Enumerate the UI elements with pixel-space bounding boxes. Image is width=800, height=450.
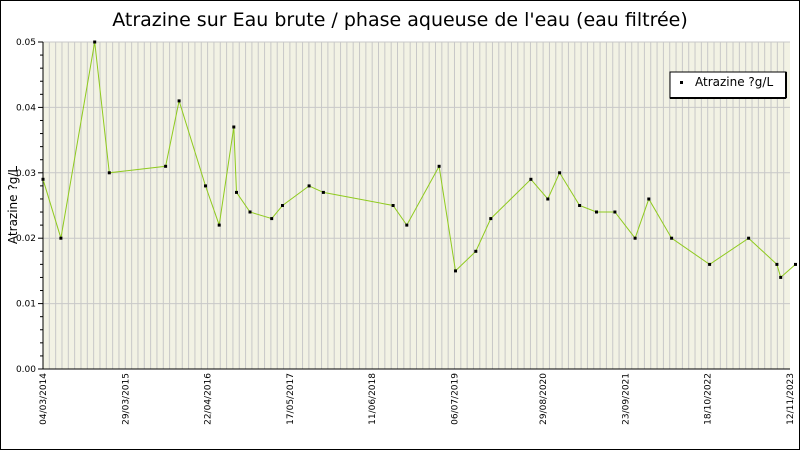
- x-tick-label: 23/09/2021: [621, 373, 631, 425]
- y-tick-label: 0.01: [16, 300, 36, 310]
- data-point: [391, 204, 395, 207]
- data-point: [474, 249, 478, 253]
- data-point: [232, 125, 236, 129]
- x-tick-label: 29/03/2015: [121, 373, 131, 425]
- axes: [38, 41, 790, 370]
- chart-title: Atrazine sur Eau brute / phase aqueuse d…: [112, 9, 688, 31]
- data-point: [59, 236, 63, 240]
- data-point: [595, 210, 598, 214]
- data-point: [779, 275, 783, 279]
- data-point: [177, 99, 181, 103]
- data-point: [775, 262, 779, 266]
- data-point: [107, 171, 111, 175]
- data-point: [281, 204, 284, 207]
- x-tick-label: 18/10/2022: [704, 373, 714, 425]
- legend-marker: [680, 81, 683, 84]
- series-layer: [41, 40, 797, 279]
- x-tick-label: 12/11/2023: [786, 373, 796, 425]
- legend-label: Atrazine ?g/L: [695, 75, 773, 89]
- data-point: [41, 177, 45, 181]
- data-point: [578, 204, 582, 207]
- data-point: [708, 262, 712, 266]
- data-point: [217, 223, 221, 227]
- legend-box: [669, 71, 787, 99]
- data-point: [489, 217, 493, 221]
- data-point: [235, 190, 238, 194]
- tick-labels: 0.00 0.01 0.02 0.03 0.04 0.05 04/03/2014 29/03/…: [16, 38, 796, 425]
- data-point: [307, 184, 311, 188]
- data-point: [437, 164, 441, 168]
- data-point: [405, 223, 409, 227]
- legend: Atrazine ?g/L: [669, 71, 787, 99]
- data-point: [164, 164, 168, 168]
- data-point: [794, 262, 797, 266]
- data-point: [270, 217, 274, 221]
- data-point: [529, 177, 533, 181]
- data-point: [93, 40, 97, 44]
- x-tick-label: 22/04/2016: [204, 373, 214, 425]
- data-point: [613, 210, 617, 214]
- data-point: [633, 236, 637, 240]
- data-point: [647, 197, 651, 201]
- y-axis-label: Atrazine ?g/L: [6, 166, 20, 244]
- y-tick-label: 0.00: [16, 365, 36, 375]
- data-point: [747, 236, 751, 240]
- x-tick-label: 06/07/2019: [450, 373, 460, 425]
- data-point: [321, 190, 325, 194]
- y-tick-label: 0.02: [16, 234, 36, 244]
- data-point: [454, 269, 457, 273]
- y-tick-label: 0.03: [16, 169, 36, 179]
- x-tick-label: 11/06/2018: [368, 373, 378, 425]
- y-tick-label: 0.05: [16, 38, 36, 48]
- data-point: [204, 184, 207, 188]
- data-point: [546, 197, 550, 201]
- x-tick-label: 29/08/2020: [539, 373, 549, 425]
- data-point: [670, 236, 674, 240]
- data-point: [248, 210, 252, 214]
- x-tick-label: 17/05/2017: [286, 373, 296, 425]
- x-tick-label: 04/03/2014: [39, 373, 49, 425]
- y-tick-label: 0.04: [16, 103, 36, 113]
- data-point: [558, 171, 562, 175]
